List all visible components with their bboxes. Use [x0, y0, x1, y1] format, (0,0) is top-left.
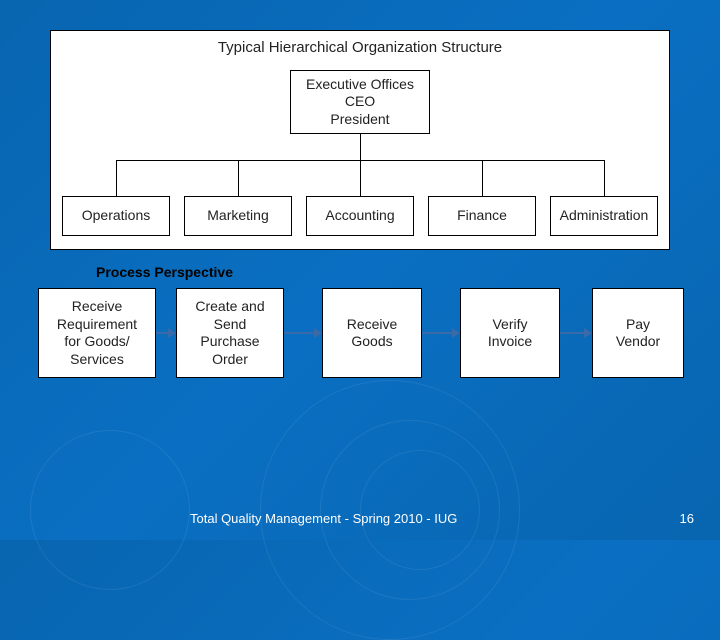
org-child-box: Administration [550, 196, 658, 236]
process-arrow-head [452, 328, 460, 338]
org-child-box: Accounting [306, 196, 414, 236]
org-child-box: Operations [62, 196, 170, 236]
process-node: ReceiveRequirementfor Goods/Services [38, 288, 156, 378]
process-node: VerifyInvoice [460, 288, 560, 378]
process-perspective-label: Process Perspective [96, 264, 233, 280]
org-connector [238, 160, 239, 196]
process-node: PayVendor [592, 288, 684, 378]
process-arrow-head [314, 328, 322, 338]
org-root-box: Executive OfficesCEOPresident [290, 70, 430, 134]
org-chart-title: Typical Hierarchical Organization Struct… [51, 31, 669, 62]
org-connector [482, 160, 483, 196]
org-connector [360, 134, 361, 160]
org-connector [116, 160, 117, 196]
process-arrow [284, 332, 316, 334]
org-connector [604, 160, 605, 196]
process-arrow [560, 332, 586, 334]
org-child-box: Marketing [184, 196, 292, 236]
process-arrow-head [584, 328, 592, 338]
process-arrow [422, 332, 454, 334]
process-node: Create andSendPurchaseOrder [176, 288, 284, 378]
footer-text: Total Quality Management - Spring 2010 -… [190, 511, 457, 526]
process-arrow-head [168, 328, 176, 338]
org-connector [360, 160, 361, 196]
process-node: ReceiveGoods [322, 288, 422, 378]
org-child-box: Finance [428, 196, 536, 236]
page-number: 16 [680, 511, 694, 526]
